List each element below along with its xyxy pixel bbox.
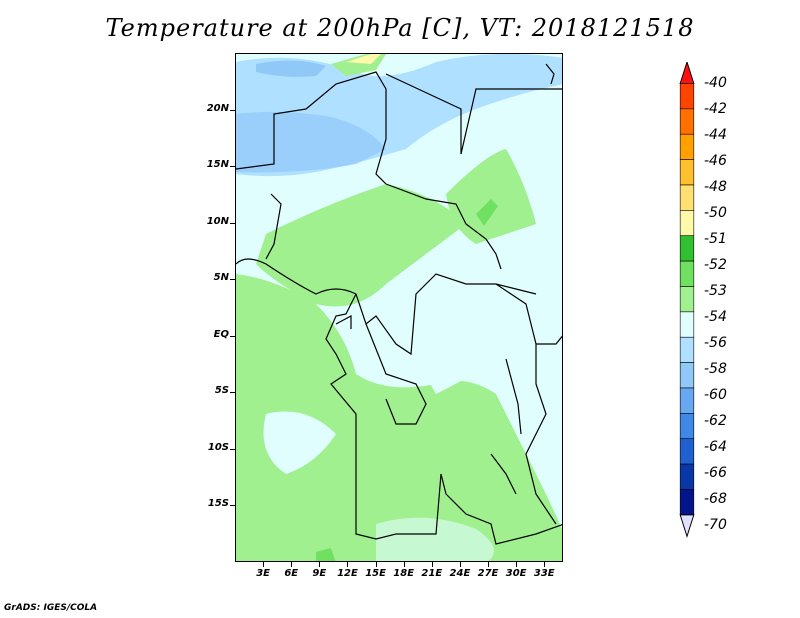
x-tick-label: 15E: [365, 568, 386, 579]
coastline-borders: [236, 63, 562, 545]
colorbar-label: -48: [704, 179, 727, 195]
field-contour-51-north: [346, 54, 381, 64]
colorbar-label: -64: [704, 439, 727, 455]
colorbar-segment: [679, 362, 695, 389]
colorbar: [679, 62, 695, 538]
y-tick-mark: [230, 448, 235, 450]
colorbar-label: -68: [704, 491, 727, 507]
x-tick-mark: [319, 562, 321, 567]
field-contour-56-south: [376, 517, 494, 561]
x-tick-mark: [516, 562, 518, 567]
footer-credit: GrADS: IGES/COLA: [4, 603, 98, 613]
colorbar-label: -52: [704, 257, 727, 273]
y-tick-mark: [230, 222, 235, 224]
colorbar-label: -44: [704, 127, 727, 143]
colorbar-segment: [679, 159, 695, 186]
x-tick-label: 27E: [477, 568, 499, 579]
colorbar-segment: [679, 413, 695, 440]
x-tick-mark: [459, 562, 461, 567]
y-tick-label: 15N: [206, 159, 229, 171]
x-tick-label: 18E: [393, 568, 415, 579]
colorbar-label: -56: [704, 335, 727, 351]
map-title: Temperature at 200hPa [C], VT: 201812151…: [105, 14, 695, 42]
colorbar-segment: [679, 286, 695, 313]
y-tick-mark: [230, 335, 235, 337]
colorbar-segment: [679, 184, 695, 211]
y-tick-label: 20N: [206, 102, 229, 114]
x-tick-mark: [431, 562, 433, 567]
map-plot-area: [235, 53, 563, 562]
colorbar-segment: [679, 336, 695, 363]
colorbar-label: -40: [704, 75, 727, 91]
colorbar-segment: [679, 133, 695, 160]
colorbar-segment: [679, 210, 695, 237]
colorbar-label: -50: [704, 205, 727, 221]
colorbar-label: -70: [704, 517, 727, 533]
colorbar-segment: [679, 311, 695, 338]
x-tick-mark: [375, 562, 377, 567]
y-tick-label: 15S: [207, 498, 229, 510]
colorbar-label: -58: [704, 361, 727, 377]
colorbar-label: -42: [704, 101, 727, 117]
x-tick-mark: [488, 562, 490, 567]
colorbar-label: -66: [704, 465, 727, 481]
x-tick-label: 6E: [284, 568, 299, 579]
y-tick-mark: [230, 166, 235, 168]
colorbar-segment: [679, 108, 695, 135]
x-tick-mark: [403, 562, 405, 567]
colorbar-over-triangle: [679, 62, 695, 84]
field-contour-56-south-west: [263, 411, 336, 474]
x-tick-label: 30E: [505, 568, 527, 579]
field-contour-53-south: [316, 548, 336, 561]
y-tick-label: EQ: [213, 328, 229, 340]
field-contour-58-northwest: [256, 60, 326, 77]
field-contour-54-south: [236, 274, 562, 561]
field-contour-54-central-north: [256, 184, 466, 307]
y-tick-label: 10S: [207, 441, 229, 453]
y-tick-label: 5N: [213, 272, 229, 284]
field-contour-53-northeast: [476, 199, 498, 226]
map-canvas: [236, 54, 562, 561]
colorbar-segment: [679, 438, 695, 465]
colorbar-label: -54: [704, 309, 727, 325]
colorbar-segment: [679, 489, 695, 516]
x-tick-mark: [544, 562, 546, 567]
y-tick-mark: [230, 392, 235, 394]
y-tick-label: 10N: [206, 215, 229, 227]
x-tick-label: 12E: [337, 568, 358, 579]
x-tick-label: 33E: [533, 568, 555, 579]
colorbar-label: -62: [704, 413, 727, 429]
colorbar-segment: [679, 235, 695, 262]
x-tick-label: 3E: [256, 568, 270, 579]
field-contour-54-northeast: [446, 149, 536, 244]
colorbar-label: -53: [704, 283, 727, 299]
x-tick-label: 24E: [449, 568, 471, 579]
field-contour-56-central-east: [418, 284, 520, 394]
y-tick-label: 5S: [214, 385, 229, 397]
x-tick-mark: [347, 562, 349, 567]
colorbar-segment: [679, 260, 695, 287]
colorbar-under-triangle: [679, 514, 695, 538]
colorbar-label: -46: [704, 153, 727, 169]
colorbar-segment: [679, 387, 695, 414]
x-tick-mark: [263, 562, 265, 567]
colorbar-segment: [679, 463, 695, 490]
x-tick-label: 21E: [421, 568, 443, 579]
x-tick-label: 9E: [312, 568, 327, 579]
y-tick-mark: [230, 279, 235, 281]
y-tick-mark: [230, 505, 235, 507]
x-tick-mark: [291, 562, 293, 567]
colorbar-label: -51: [704, 231, 727, 247]
colorbar-label: -60: [704, 387, 727, 403]
y-tick-mark: [230, 109, 235, 111]
colorbar-segment: [679, 83, 695, 110]
